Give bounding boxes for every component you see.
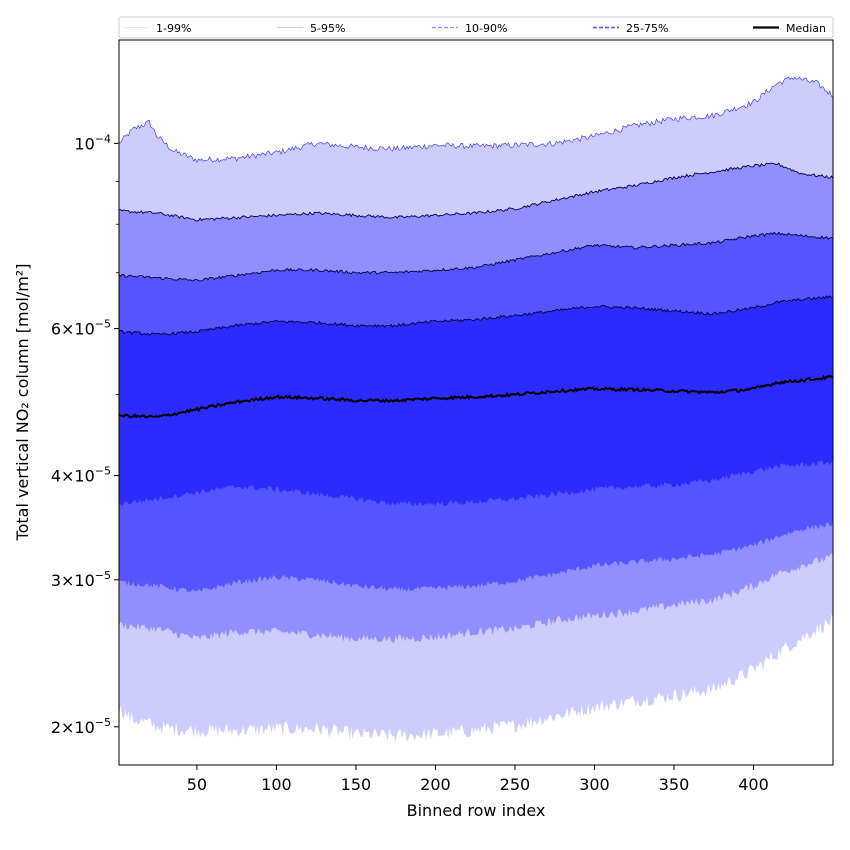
band-upper-edge-5-95 [118, 162, 834, 222]
x-tick-label: 300 [579, 775, 610, 794]
legend-label: Median [786, 22, 826, 35]
x-tick-label: 50 [187, 775, 207, 794]
y-tick-label: 6×10−5 [51, 318, 111, 339]
median-line [118, 374, 834, 419]
y-axis: 2×10−5 3×10−5 4×10−5 6×10−5 10−4 [51, 132, 119, 737]
x-tick-label: 250 [500, 775, 531, 794]
y-tick-label: 10−4 [74, 132, 111, 153]
x-axis: 50 100 150 200 250 300 350 400 [187, 765, 769, 794]
band-upper-edge-1-99 [118, 76, 834, 164]
legend: 1-99% 5-95% 10-90% 25-75% Median [118, 16, 834, 39]
y-axis-label: Total vertical NO₂ column [mol/m²] [13, 264, 32, 542]
x-tick-label: 100 [261, 775, 292, 794]
band-layer [118, 76, 834, 742]
band-upper-edge-25-75 [119, 295, 834, 336]
y-tick-label: 3×10−5 [51, 569, 111, 590]
band-upper-edge-10-90 [118, 231, 834, 282]
legend-label: 10-90% [465, 22, 507, 35]
legend-label: 25-75% [626, 22, 668, 35]
band-25-75 [119, 295, 833, 507]
x-tick-label: 400 [738, 775, 769, 794]
y-tick-label: 4×10−5 [51, 465, 111, 486]
x-axis-label: Binned row index [407, 801, 546, 820]
legend-label: 5-95% [310, 22, 345, 35]
plot-frame [118, 39, 834, 766]
y-tick-label: 2×10−5 [51, 716, 111, 737]
median-layer [118, 374, 834, 419]
x-tick-label: 350 [659, 775, 690, 794]
legend-label: 1-99% [156, 22, 191, 35]
legend-box [118, 16, 834, 39]
x-tick-label: 200 [420, 775, 451, 794]
x-tick-label: 150 [341, 775, 372, 794]
